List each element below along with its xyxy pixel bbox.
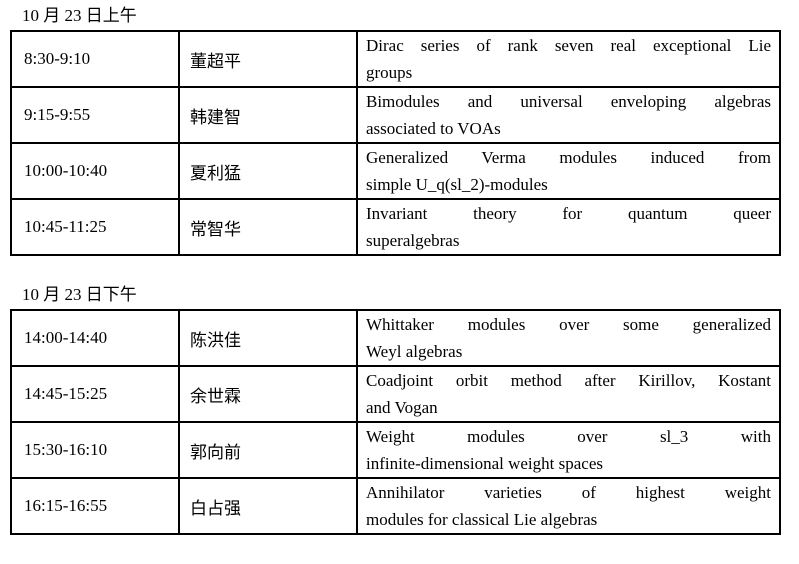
time-cell: 8:30-9:10	[10, 30, 180, 88]
title-cell: Annihilator varieties of highest weight …	[356, 477, 781, 535]
schedule-section-morning: 10 月 23 日上午 8:30-9:10 董超平 Dirac series o…	[10, 5, 799, 256]
speaker-cell: 夏利猛	[178, 142, 358, 200]
talk-title-line2: infinite-dimensional weight spaces	[366, 454, 603, 473]
talk-title-line2: modules for classical Lie algebras	[366, 510, 598, 529]
table-row: 14:45-15:25 余世霖 Coadjoint orbit method a…	[10, 365, 781, 423]
schedule-table-morning: 8:30-9:10 董超平 Dirac series of rank seven…	[10, 30, 781, 256]
table-row: 10:45-11:25 常智华 Invariant theory for qua…	[10, 198, 781, 256]
talk-title-line2: associated to VOAs	[366, 119, 501, 138]
speaker-cell: 白占强	[178, 477, 358, 535]
talk-title-line2: simple U_q(sl_2)-modules	[366, 175, 548, 194]
title-cell: Bimodules and universal enveloping algeb…	[356, 86, 781, 144]
time-cell: 14:45-15:25	[10, 365, 180, 423]
title-cell: Whittaker modules over some generalized …	[356, 309, 781, 367]
table-row: 10:00-10:40 夏利猛 Generalized Verma module…	[10, 142, 781, 200]
talk-title-line2: and Vogan	[366, 398, 438, 417]
title-cell: Generalized Verma modules induced from s…	[356, 142, 781, 200]
speaker-cell: 常智华	[178, 198, 358, 256]
talk-title-line1: Whittaker modules over some generalized	[366, 315, 771, 334]
talk-title-line2: groups	[366, 63, 413, 82]
title-cell: Coadjoint orbit method after Kirillov, K…	[356, 365, 781, 423]
speaker-cell: 郭向前	[178, 421, 358, 479]
talk-title-line2: Weyl algebras	[366, 342, 463, 361]
talk-title-line1: Generalized Verma modules induced from	[366, 148, 771, 167]
section-heading-afternoon: 10 月 23 日下午	[22, 285, 137, 304]
section-heading-morning: 10 月 23 日上午	[22, 6, 137, 25]
time-cell: 14:00-14:40	[10, 309, 180, 367]
speaker-cell: 陈洪佳	[178, 309, 358, 367]
time-cell: 16:15-16:55	[10, 477, 180, 535]
talk-title-line1: Weight modules over sl_3 with	[366, 427, 771, 446]
title-cell: Weight modules over sl_3 with infinite-d…	[356, 421, 781, 479]
time-cell: 15:30-16:10	[10, 421, 180, 479]
title-cell: Dirac series of rank seven real exceptio…	[356, 30, 781, 88]
speaker-cell: 韩建智	[178, 86, 358, 144]
table-row: 14:00-14:40 陈洪佳 Whittaker modules over s…	[10, 309, 781, 367]
title-cell: Invariant theory for quantum queer super…	[356, 198, 781, 256]
talk-title-line1: Annihilator varieties of highest weight	[366, 483, 771, 502]
talk-title-line1: Coadjoint orbit method after Kirillov, K…	[366, 371, 771, 390]
table-row: 9:15-9:55 韩建智 Bimodules and universal en…	[10, 86, 781, 144]
time-cell: 9:15-9:55	[10, 86, 180, 144]
talk-title-line1: Dirac series of rank seven real exceptio…	[366, 36, 771, 55]
table-row: 16:15-16:55 白占强 Annihilator varieties of…	[10, 477, 781, 535]
table-row: 15:30-16:10 郭向前 Weight modules over sl_3…	[10, 421, 781, 479]
table-row: 8:30-9:10 董超平 Dirac series of rank seven…	[10, 30, 781, 88]
time-cell: 10:45-11:25	[10, 198, 180, 256]
talk-title-line1: Bimodules and universal enveloping algeb…	[366, 92, 771, 111]
talk-title-line1: Invariant theory for quantum queer	[366, 204, 771, 223]
schedule-table-afternoon: 14:00-14:40 陈洪佳 Whittaker modules over s…	[10, 309, 781, 535]
speaker-cell: 余世霖	[178, 365, 358, 423]
speaker-cell: 董超平	[178, 30, 358, 88]
talk-title-line2: superalgebras	[366, 231, 460, 250]
schedule-section-afternoon: 10 月 23 日下午 14:00-14:40 陈洪佳 Whittaker mo…	[10, 284, 799, 535]
time-cell: 10:00-10:40	[10, 142, 180, 200]
